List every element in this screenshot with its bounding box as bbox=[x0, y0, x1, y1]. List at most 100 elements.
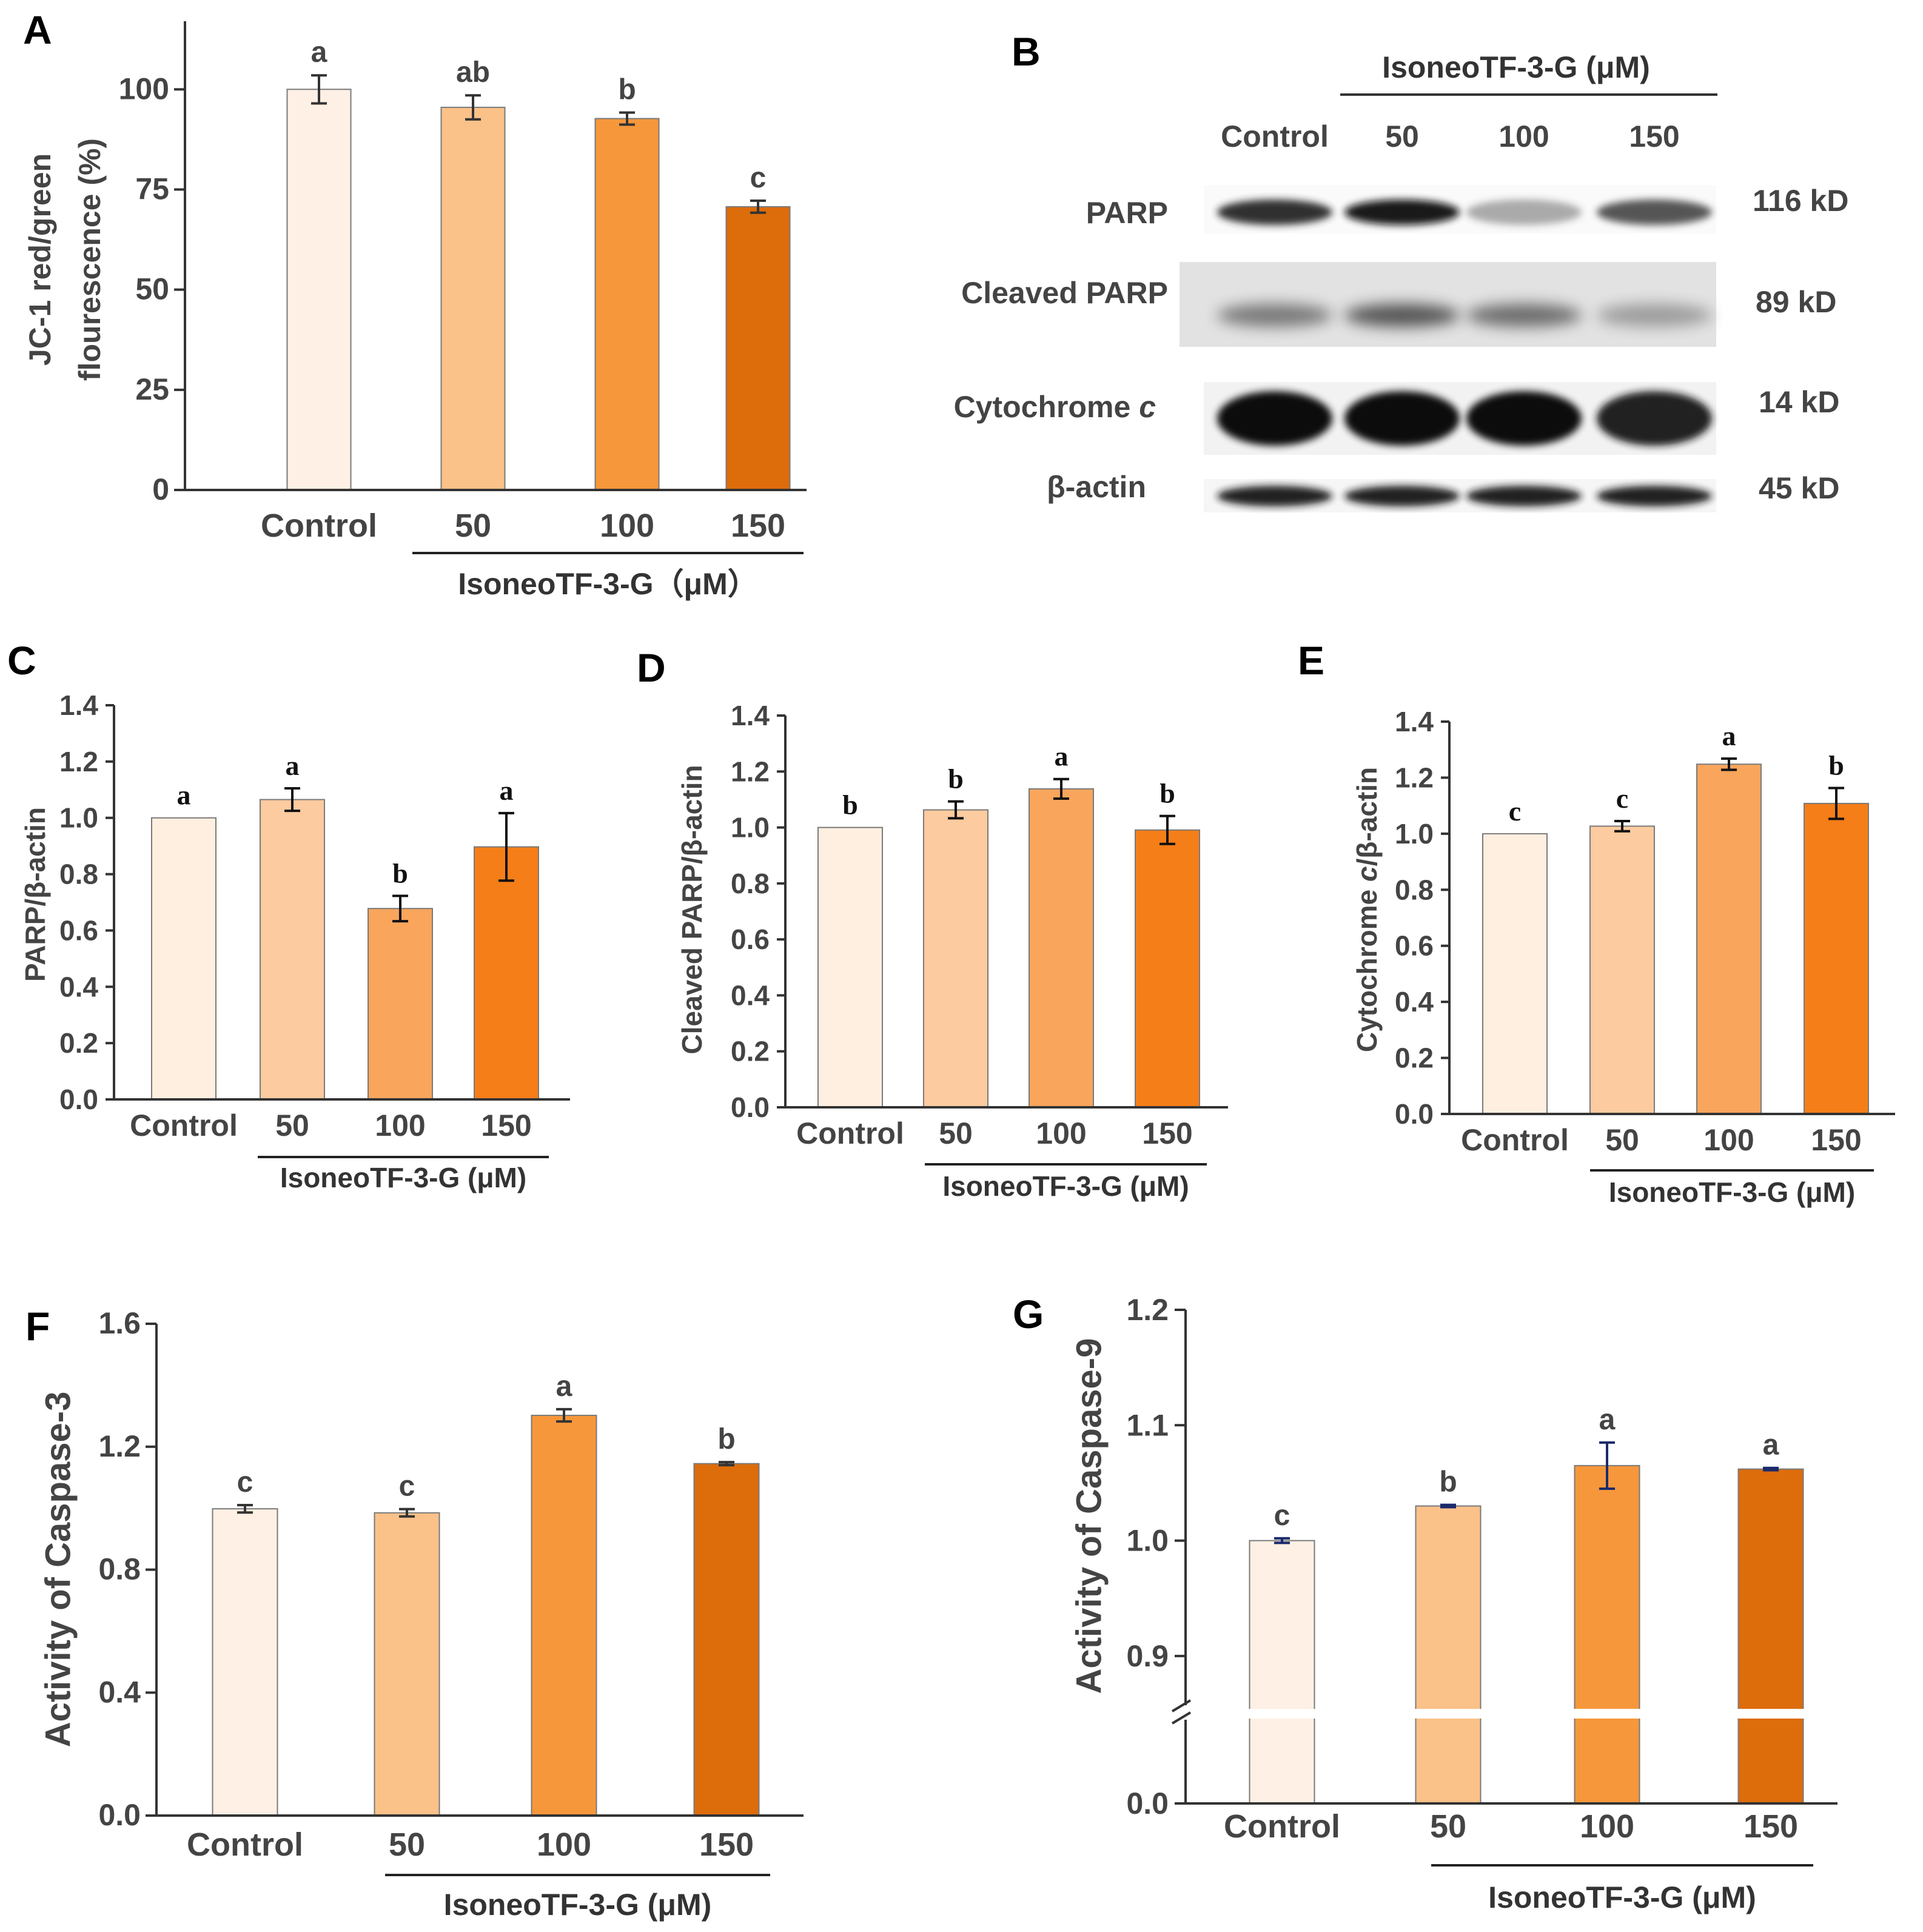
blot-row-label: β-actin bbox=[1047, 470, 1146, 504]
bar bbox=[725, 206, 791, 491]
significance-letter: a bbox=[1722, 720, 1736, 751]
y-tick-label: 50 bbox=[135, 272, 169, 306]
x-tick-label: 150 bbox=[731, 508, 785, 544]
bar bbox=[693, 1463, 760, 1817]
blot-header: IsoneoTF-3-G (μM) bbox=[1382, 50, 1650, 84]
significance-letter: a bbox=[556, 1370, 572, 1403]
blot-band bbox=[1597, 304, 1712, 327]
y-axis-label: JC-1 red/green bbox=[23, 153, 57, 366]
y-tick-label: 0.8 bbox=[1395, 874, 1434, 905]
significance-letter: b bbox=[392, 857, 408, 888]
significance-letter: b bbox=[618, 74, 636, 106]
x-tick-label: 100 bbox=[375, 1109, 425, 1142]
blot-row-label: PARP bbox=[1086, 196, 1168, 230]
y-tick-label: 0.9 bbox=[1126, 1639, 1169, 1673]
x-tick-label: 150 bbox=[1743, 1808, 1798, 1845]
x-tick-label: 100 bbox=[1703, 1123, 1754, 1157]
y-tick-label: 0.4 bbox=[59, 971, 98, 1002]
x-tick-label: 50 bbox=[1430, 1808, 1466, 1845]
group-label: IsoneoTF-3-G (μM) bbox=[280, 1162, 526, 1193]
y-tick-label: 1.2 bbox=[731, 756, 770, 787]
x-tick-label: Control bbox=[130, 1109, 238, 1142]
blot-lane-label: 150 bbox=[1629, 119, 1679, 153]
x-tick-label: Control bbox=[1461, 1123, 1569, 1157]
chart-g: c b a a 0.0 0.9 1.0 1.1 1.2 Control 50 100 150 Isoneo… bbox=[1069, 1293, 1840, 1914]
axis-break-mark bbox=[1171, 1699, 1192, 1712]
blot-band bbox=[1597, 200, 1712, 225]
blot-row-label-cytochrome: Cytochrome c bbox=[954, 390, 1156, 424]
axis-break-gap bbox=[1188, 1709, 1840, 1719]
bar bbox=[440, 107, 506, 491]
significance-letter: a bbox=[177, 780, 191, 811]
x-tick-label: 50 bbox=[275, 1109, 309, 1142]
y-tick-label: 1.4 bbox=[1395, 706, 1434, 737]
blot-bands bbox=[1217, 200, 1712, 506]
chart-a: a ab b c 0 25 50 75 100 Control 50 100 150 IsoneoTF-3… bbox=[23, 21, 807, 601]
bar bbox=[1482, 833, 1548, 1115]
y-tick-label: 0.0 bbox=[98, 1798, 141, 1832]
y-axis-label-italic: c bbox=[1351, 866, 1383, 882]
y-tick-label: 0.0 bbox=[1126, 1786, 1169, 1820]
bar bbox=[1574, 1464, 1640, 1804]
significance-letter: a bbox=[1055, 741, 1069, 772]
group-label: IsoneoTF-3-G (μM) bbox=[1609, 1176, 1855, 1208]
significance-letter: a bbox=[1599, 1404, 1616, 1436]
significance-letter: b bbox=[1160, 778, 1175, 809]
y-tick-label: 1.0 bbox=[1395, 818, 1434, 850]
bar bbox=[1249, 1540, 1315, 1805]
blot-size-label: 89 kD bbox=[1756, 285, 1836, 319]
x-tick-label: Control bbox=[1224, 1808, 1340, 1845]
significance-letter: a bbox=[286, 750, 300, 781]
y-tick-label: 0.4 bbox=[731, 979, 770, 1011]
bar bbox=[286, 89, 352, 491]
significance-letter: b bbox=[717, 1423, 735, 1455]
y-tick-label: 1.0 bbox=[1126, 1524, 1169, 1558]
x-tick-label: 150 bbox=[481, 1109, 531, 1142]
y-tick-label: 0.8 bbox=[59, 859, 98, 890]
y-tick-label: 1.1 bbox=[1126, 1408, 1169, 1442]
blot-band bbox=[1344, 391, 1460, 446]
blot-band bbox=[1217, 486, 1332, 506]
bar bbox=[594, 118, 660, 491]
y-tick-label: 0.8 bbox=[98, 1552, 141, 1586]
significance-letter: a bbox=[311, 36, 327, 69]
blot-size-label: 45 kD bbox=[1759, 471, 1839, 505]
blot-size-label: 116 kD bbox=[1753, 184, 1848, 218]
blot-band bbox=[1597, 391, 1712, 446]
group-label: IsoneoTF-3-G (μM) bbox=[1488, 1880, 1756, 1914]
blot-band bbox=[1466, 391, 1582, 446]
x-tick-label: 50 bbox=[1605, 1123, 1639, 1157]
panel-letter-f: F bbox=[25, 1304, 50, 1349]
bar bbox=[212, 1508, 278, 1816]
bar bbox=[151, 817, 216, 1100]
x-tick-label: Control bbox=[261, 508, 377, 544]
x-tick-label: 50 bbox=[939, 1116, 973, 1150]
significance-letter: b bbox=[948, 763, 964, 794]
chart-f: c c a b 0.0 0.4 0.8 1.2 1.6 Control 50 100 150 Isoneo… bbox=[38, 1306, 804, 1922]
y-tick-label: 75 bbox=[135, 172, 169, 206]
x-tick-label: 100 bbox=[1580, 1808, 1634, 1845]
y-tick-label: 1.4 bbox=[731, 700, 770, 731]
panel-letter-g: G bbox=[1013, 1292, 1044, 1337]
panel-letter-c: C bbox=[7, 638, 36, 683]
significance-letter: b bbox=[842, 790, 858, 820]
blot-row-label: Cleaved PARP bbox=[961, 276, 1168, 310]
significance-letter: a bbox=[1763, 1429, 1779, 1461]
bar bbox=[474, 846, 539, 1101]
y-tick-label: 1.6 bbox=[98, 1306, 141, 1340]
blot-band bbox=[1217, 304, 1332, 327]
y-axis-label: flourescence (%) bbox=[73, 138, 107, 381]
axis-break-mark bbox=[1171, 1711, 1192, 1725]
blot-lane-label: 50 bbox=[1385, 119, 1419, 153]
x-tick-label: Control bbox=[187, 1826, 303, 1863]
significance-letter: a bbox=[500, 775, 514, 806]
y-tick-label: 0.8 bbox=[731, 868, 770, 899]
y-tick-label: 0.0 bbox=[59, 1084, 98, 1115]
bar bbox=[1415, 1505, 1482, 1804]
y-tick-label: 25 bbox=[135, 372, 169, 406]
significance-letter: b bbox=[1439, 1466, 1457, 1498]
y-tick-label: 0.2 bbox=[59, 1027, 98, 1059]
x-tick-label: Control bbox=[796, 1116, 904, 1150]
group-label: IsoneoTF-3-G (μM) bbox=[942, 1170, 1189, 1202]
